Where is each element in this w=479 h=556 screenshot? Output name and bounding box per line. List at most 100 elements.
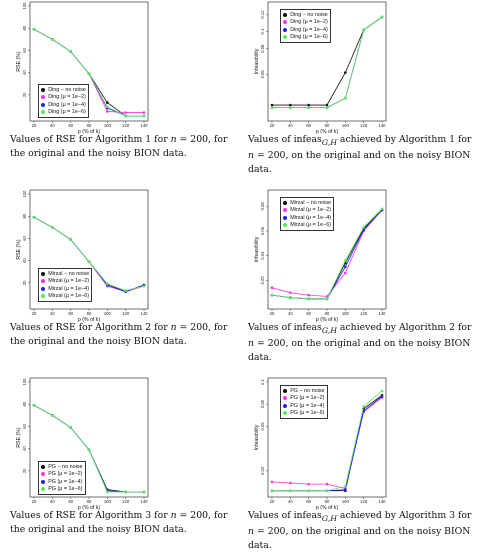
legend-item: Mirzal − no noise [283, 199, 331, 207]
legend-item: Mirzal (μ = 1e−6) [283, 222, 331, 230]
legend: Mirzal − no noise Mirzal (μ = 1e−2) Mirzal… [280, 197, 335, 231]
data-point-series-4 [325, 489, 329, 493]
x-tick-label: 40 [50, 499, 55, 504]
data-point-series-4 [69, 238, 72, 241]
data-point-series-4 [106, 490, 109, 494]
legend-item: Ding (μ = 1e−2) [283, 19, 328, 27]
y-tick-label: 100 [22, 378, 27, 386]
legend-item: Ding (μ = 1e−6) [283, 34, 328, 42]
legend-item: Ding (μ = 1e−4) [41, 101, 86, 109]
legend-marker [41, 102, 46, 107]
data-point-series-2 [307, 482, 310, 486]
legend-label: Mirzal (μ = 1e−6) [48, 293, 90, 300]
legend-marker [283, 388, 288, 393]
y-axis-label: RSE (%) [16, 51, 22, 71]
legend-label: PG (μ = 1e−2) [290, 395, 325, 402]
data-point-series-2 [289, 481, 292, 485]
chart-infeasibility-algorithm-2: 20 40 60 80 100 120 140 0.02 0.04 0.06 0.08 p (% of… [254, 189, 387, 323]
legend-label: Ding (μ = 1e−2) [48, 94, 86, 101]
x-tick-label: 120 [122, 311, 130, 316]
legend-marker [283, 396, 288, 401]
data-point-series-2 [106, 110, 109, 113]
data-point-series-1 [270, 103, 274, 107]
data-point-series-2 [289, 291, 292, 294]
legend-label: Ding (μ = 1e−2) [290, 19, 328, 26]
legend-marker [283, 200, 288, 205]
legend-marker [41, 271, 46, 276]
data-point-series-4 [362, 226, 365, 229]
x-tick-label: 40 [288, 499, 293, 504]
data-point-series-4 [270, 489, 274, 493]
legend: Mirzal − no noise Mirzal (μ = 1e−2) Mirzal… [38, 268, 93, 302]
legend-item: Mirzal (μ = 1e−4) [41, 285, 89, 293]
data-point-series-4 [362, 405, 365, 408]
data-point-series-4 [106, 282, 109, 286]
y-tick-label: 40 [22, 258, 27, 263]
x-tick-label: 40 [50, 311, 55, 316]
x-axis-label: p (% of k) [78, 317, 100, 323]
data-point-series-4 [289, 489, 292, 493]
legend-item: PG (μ = 1e−6) [41, 486, 83, 494]
x-tick-label: 40 [288, 123, 293, 128]
legend-label: Ding (μ = 1e−4) [48, 101, 86, 108]
legend: Ding − no noise Ding (μ = 1e−2) Ding (μ = … [280, 9, 331, 43]
legend-item: Mirzal − no noise [41, 270, 89, 278]
figure-caption: Values of RSE for Algorithm 2 for n = 20… [10, 322, 228, 347]
x-tick-label: 60 [68, 123, 73, 128]
legend-marker [283, 208, 288, 213]
legend-item: PG (μ = 1e−2) [283, 395, 325, 403]
data-point-series-2 [270, 286, 274, 290]
figure-caption: Values of RSE for Algorithm 1 for n = 20… [10, 134, 228, 159]
y-tick-label: 80 [22, 25, 27, 30]
x-tick-label: 60 [306, 311, 311, 316]
legend: PG − no noise PG (μ = 1e−2) PG (μ = 1e−4) P… [280, 385, 328, 419]
x-axis-label: p (% of k) [78, 129, 100, 135]
x-axis-label: p (% of k) [78, 505, 100, 511]
data-point-series-2 [142, 111, 146, 114]
legend: Ding − no noise Ding (μ = 1e−2) Ding (μ = … [38, 84, 89, 118]
x-tick-label: 20 [32, 123, 37, 128]
data-point-series-4 [325, 297, 329, 301]
y-tick-label: 40 [22, 446, 27, 451]
legend-item: Ding − no noise [41, 86, 86, 94]
data-point-series-1 [325, 103, 329, 107]
legend-label: Ding − no noise [290, 11, 328, 18]
legend-item: Ding (μ = 1e−4) [283, 26, 328, 34]
y-tick-label: 0.08 [260, 44, 265, 53]
x-axis-label: p (% of k) [316, 505, 338, 511]
x-tick-label: 80 [87, 499, 92, 504]
chart-panel-rse-algorithm-2: 20 40 60 80 100 120 140 20 40 60 80 100 p (% of k) RS… [10, 188, 240, 368]
data-point-series-4 [289, 106, 292, 109]
legend-item: PG (μ = 1e−2) [41, 471, 83, 479]
legend-marker [283, 215, 288, 220]
x-tick-label: 120 [360, 499, 368, 504]
y-tick-label: 0.06 [260, 226, 265, 235]
data-point-series-1 [307, 103, 310, 107]
legend-marker [283, 403, 288, 408]
x-tick-label: 100 [104, 123, 112, 128]
y-tick-label: 0.1 [260, 378, 265, 384]
legend-item: PG (μ = 1e−4) [41, 478, 83, 486]
data-point-series-2 [325, 482, 329, 486]
x-tick-label: 60 [306, 499, 311, 504]
chart-rse-algorithm-1: 20 40 60 80 100 120 140 20 40 60 80 100 p (% of k) RS… [16, 1, 149, 135]
chart-panel-infeasibility-algorithm-1: 20 40 60 80 100 120 140 0.05 0.08 0.1 0.12 p (% of … [248, 0, 478, 180]
x-tick-label: 80 [87, 311, 92, 316]
y-tick-label: 40 [22, 70, 27, 75]
y-tick-label: 60 [22, 235, 27, 240]
data-point-series-2 [270, 480, 274, 484]
data-point-series-1 [289, 103, 292, 107]
legend-label: Mirzal − no noise [290, 199, 332, 206]
chart-rse-algorithm-3: 20 40 60 80 100 120 140 20 40 60 80 100 p (% of k) RS… [16, 377, 149, 511]
x-tick-label: 60 [68, 499, 73, 504]
data-point-series-1 [344, 71, 347, 74]
data-point-series-4 [87, 448, 91, 452]
x-tick-label: 80 [325, 123, 330, 128]
data-point-series-4 [142, 114, 146, 118]
legend-label: PG (μ = 1e−4) [48, 478, 83, 485]
legend-label: Mirzal − no noise [48, 270, 90, 277]
data-point-series-4 [270, 106, 274, 109]
chart-infeasibility-algorithm-1: 20 40 60 80 100 120 140 0.05 0.08 0.1 0.12 p (% of … [254, 1, 387, 135]
data-point-series-4 [51, 226, 54, 229]
y-tick-label: 0.05 [260, 70, 265, 79]
